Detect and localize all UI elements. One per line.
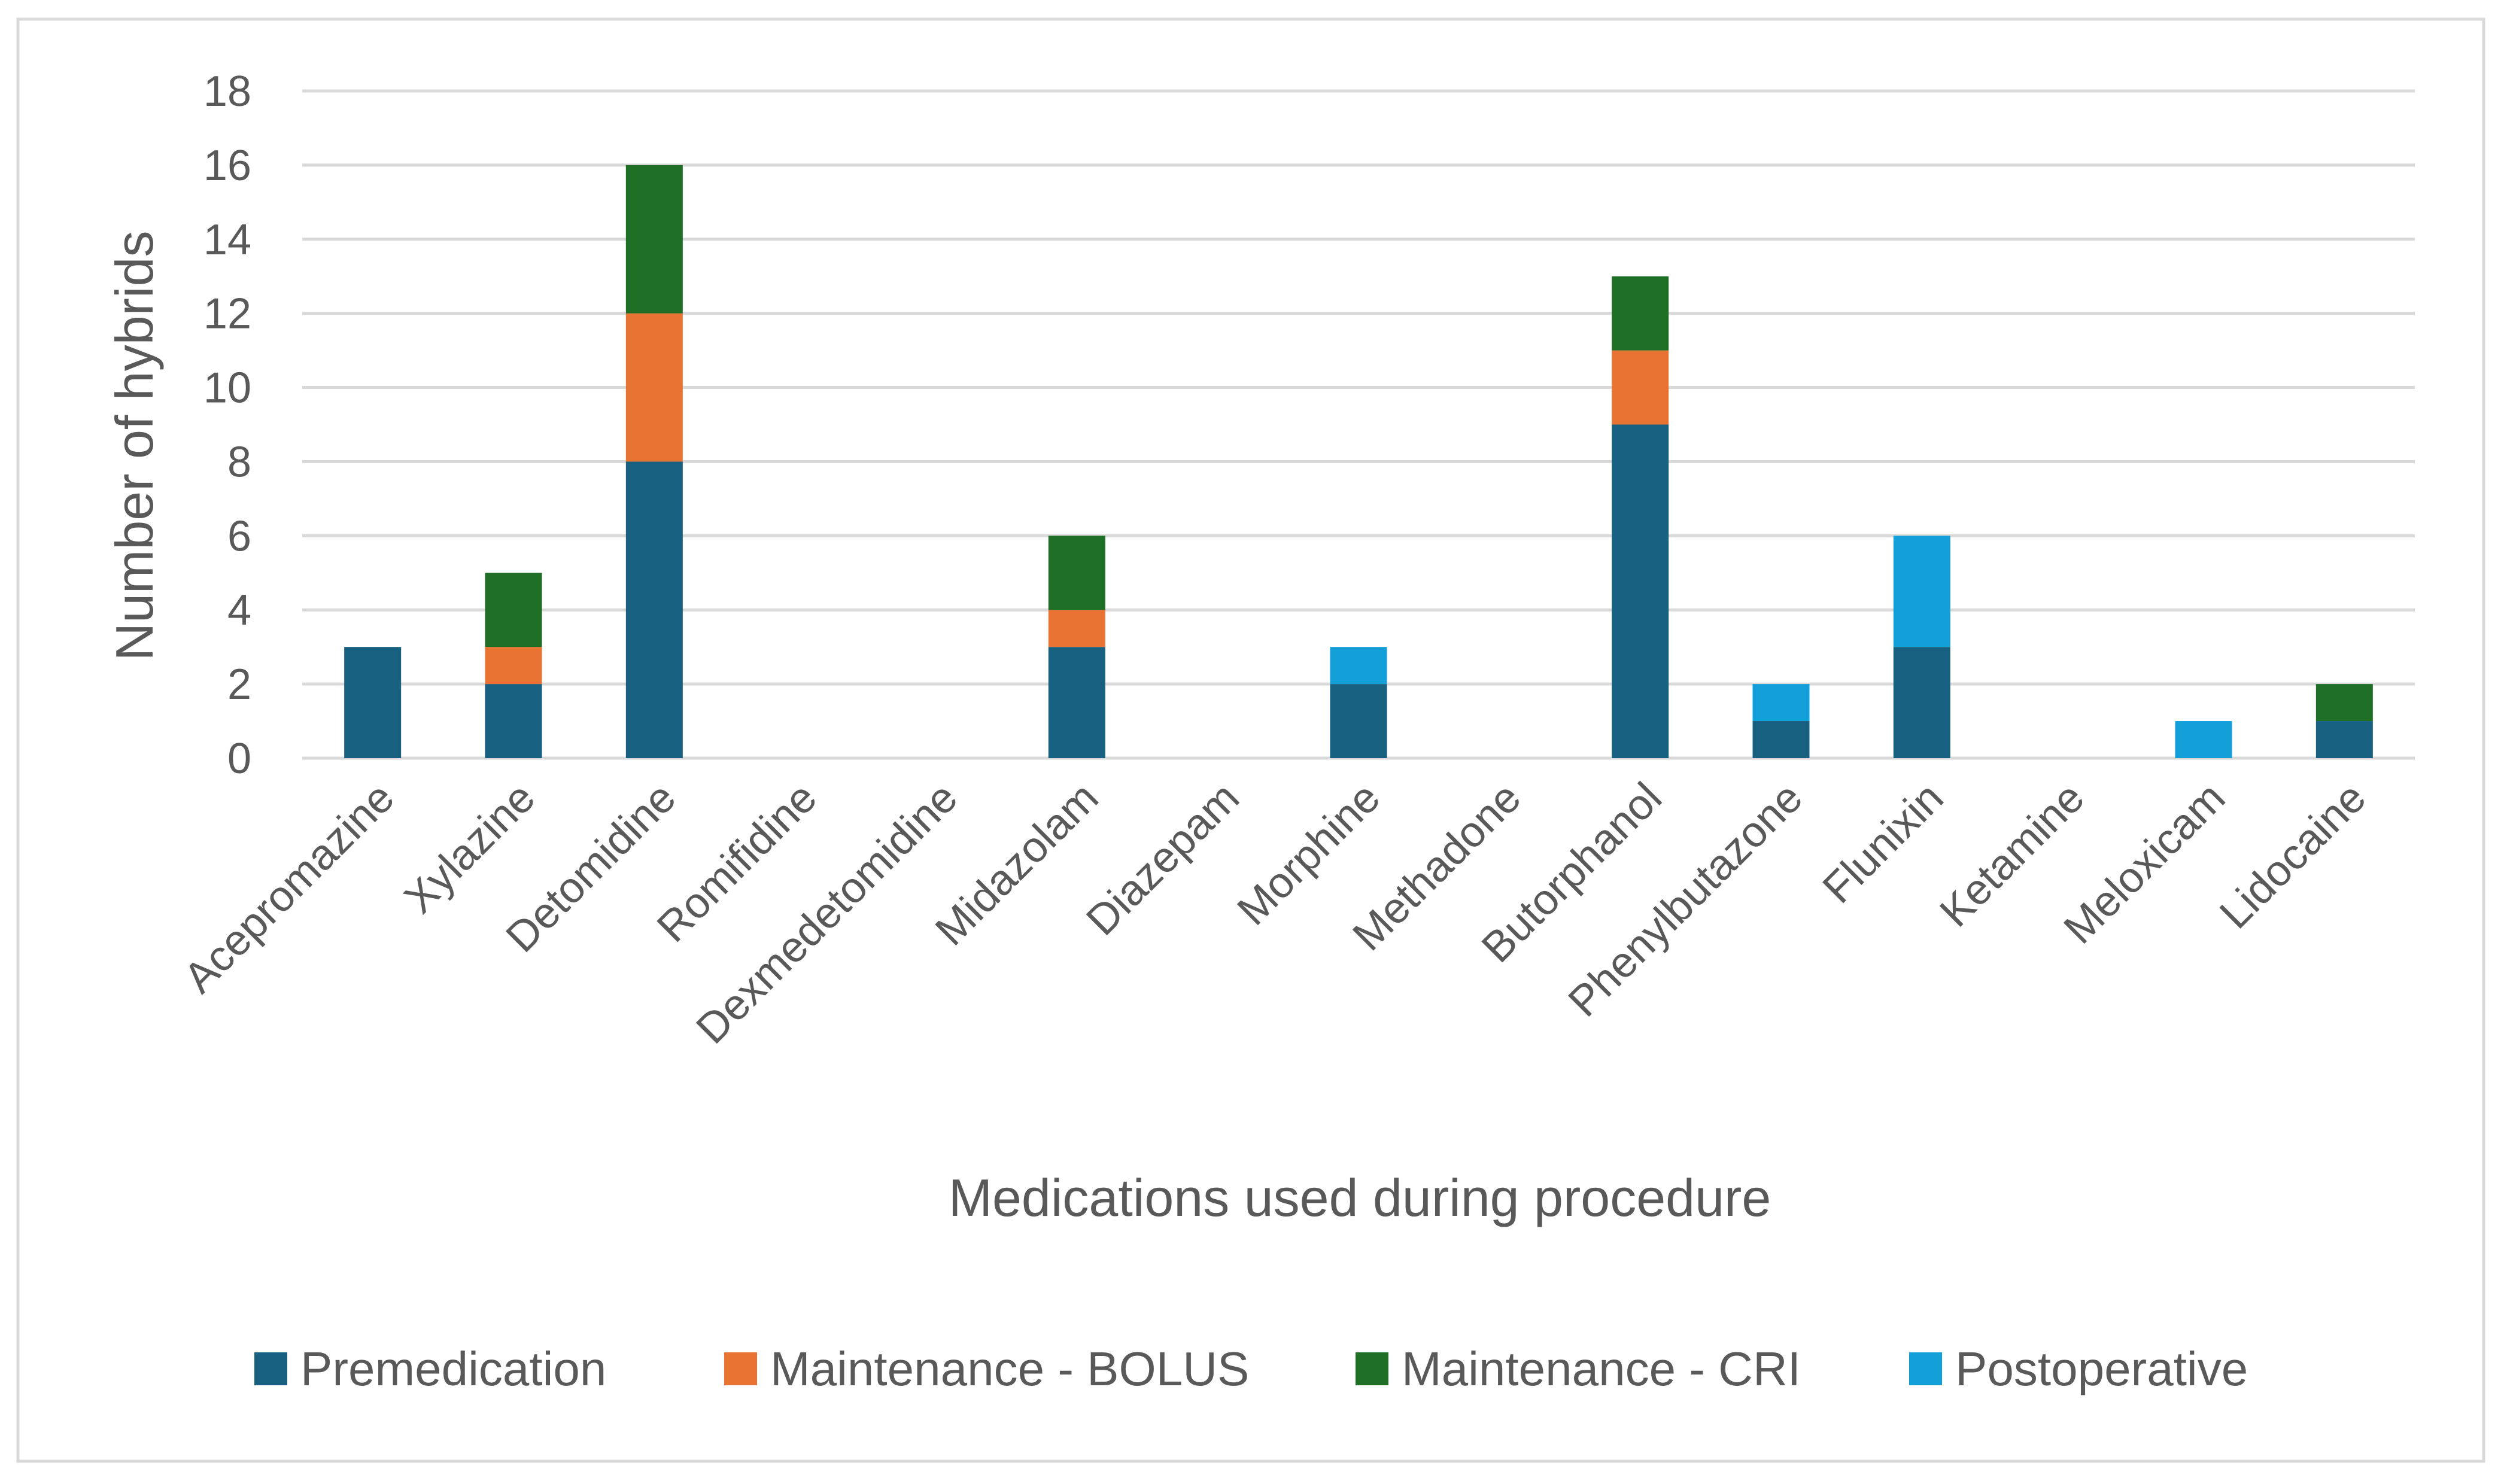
- legend-swatch: [254, 1352, 287, 1385]
- legend-label: Maintenance - BOLUS: [770, 1342, 1249, 1395]
- bar-butorphanol-premedication: [1612, 424, 1669, 758]
- bar-midazolam-maintenance-cri: [1048, 536, 1105, 610]
- bar-midazolam-maintenance-bolus: [1048, 610, 1105, 647]
- y-tick-label: 2: [227, 661, 251, 708]
- bar-xylazine-maintenance-cri: [485, 573, 542, 647]
- y-tick-label: 14: [203, 216, 251, 264]
- bar-phenylbutazone-premedication: [1752, 721, 1810, 758]
- bar-butorphanol-maintenance-cri: [1612, 276, 1669, 351]
- bar-phenylbutazone-postoperative: [1752, 684, 1810, 722]
- y-tick-label: 10: [203, 364, 251, 412]
- bars: [344, 165, 2373, 758]
- bar-detomidine-maintenance-bolus: [625, 313, 683, 462]
- y-tick-label: 8: [227, 438, 251, 486]
- legend: Premedication Maintenance - BOLUS Maintena…: [254, 1342, 2248, 1395]
- bar-flunixin-premedication: [1893, 647, 1950, 758]
- y-axis-title: Number of hybrids: [105, 231, 164, 661]
- chart-border: [16, 17, 2485, 1463]
- bar-lidocaine-maintenance-cri: [2315, 684, 2373, 722]
- x-axis-title: Medications used during procedure: [949, 1168, 1771, 1227]
- bar-morphine-postoperative: [1330, 647, 1387, 685]
- y-tick-label: 16: [203, 142, 251, 190]
- legend-label: Premedication: [300, 1342, 606, 1395]
- bar-morphine-premedication: [1330, 684, 1387, 758]
- bar-detomidine-premedication: [625, 461, 683, 758]
- bar-lidocaine-premedication: [2315, 721, 2373, 758]
- y-tick-label: 0: [227, 735, 251, 783]
- legend-swatch: [1909, 1352, 1942, 1385]
- bar-xylazine-premedication: [485, 684, 542, 758]
- bar-detomidine-maintenance-cri: [625, 165, 683, 314]
- y-tick-label: 18: [203, 68, 251, 115]
- legend-swatch: [724, 1352, 757, 1385]
- bar-xylazine-maintenance-bolus: [485, 647, 542, 685]
- bar-flunixin-postoperative: [1893, 536, 1950, 647]
- legend-label: Postoperative: [1955, 1342, 2248, 1395]
- bar-midazolam-premedication: [1048, 647, 1105, 758]
- y-axis-ticks: 0 2 4 6 8 10 12 14 16 18: [203, 68, 251, 783]
- legend-swatch: [1356, 1352, 1388, 1385]
- bar-acepromazine-premedication: [344, 647, 402, 758]
- y-tick-label: 12: [203, 290, 251, 338]
- y-tick-label: 6: [227, 512, 251, 560]
- legend-label: Maintenance - CRI: [1402, 1342, 1801, 1395]
- y-tick-label: 4: [227, 586, 251, 634]
- bar-butorphanol-maintenance-bolus: [1612, 350, 1669, 425]
- bar-meloxicam-postoperative: [2175, 721, 2232, 758]
